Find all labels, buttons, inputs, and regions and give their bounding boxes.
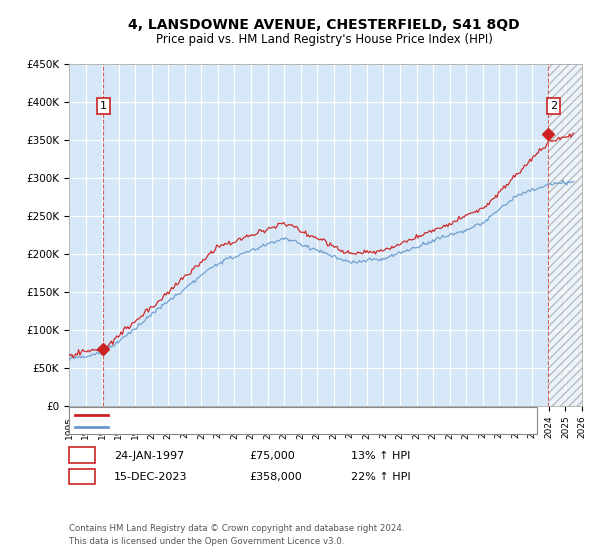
Text: £75,000: £75,000 — [249, 451, 295, 461]
Text: HPI: Average price, detached house, Chesterfield: HPI: Average price, detached house, Ches… — [114, 422, 354, 432]
Text: 22% ↑ HPI: 22% ↑ HPI — [351, 472, 410, 482]
Text: Contains HM Land Registry data © Crown copyright and database right 2024.
This d: Contains HM Land Registry data © Crown c… — [69, 524, 404, 546]
Text: 2: 2 — [550, 101, 557, 111]
Text: 15-DEC-2023: 15-DEC-2023 — [114, 472, 187, 482]
Bar — [549, 64, 582, 406]
Text: £358,000: £358,000 — [249, 472, 302, 482]
Text: 1: 1 — [100, 101, 107, 111]
Text: 4, LANSDOWNE AVENUE, CHESTERFIELD, S41 8QD: 4, LANSDOWNE AVENUE, CHESTERFIELD, S41 8… — [128, 18, 520, 32]
Text: 13% ↑ HPI: 13% ↑ HPI — [351, 451, 410, 461]
Text: 24-JAN-1997: 24-JAN-1997 — [114, 451, 184, 461]
Text: 4, LANSDOWNE AVENUE, CHESTERFIELD, S41 8QD (detached house): 4, LANSDOWNE AVENUE, CHESTERFIELD, S41 8… — [114, 410, 451, 419]
Text: 1: 1 — [78, 449, 85, 463]
Text: Price paid vs. HM Land Registry's House Price Index (HPI): Price paid vs. HM Land Registry's House … — [155, 32, 493, 46]
Text: 2: 2 — [78, 470, 85, 484]
